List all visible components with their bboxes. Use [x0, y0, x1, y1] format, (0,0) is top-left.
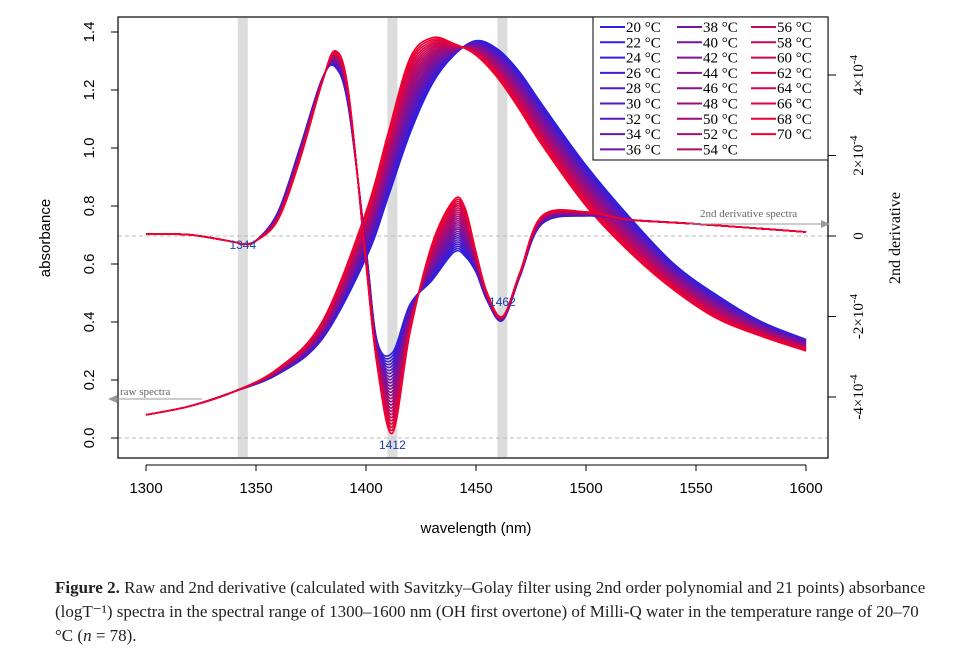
- caption-label: Figure 2.: [55, 578, 120, 597]
- x-axis-title: wavelength (nm): [420, 520, 532, 537]
- x-axis: 1300 1350 1400 1450 1500 1550 1600: [129, 464, 823, 497]
- y-axis-title: absorbance: [37, 199, 54, 277]
- y-tick-label: 0.8: [81, 196, 98, 217]
- y2-tick-exponent: -4: [848, 54, 860, 64]
- y2-tick-label: 2×10-4: [848, 135, 867, 176]
- legend: 20 °C22 °C24 °C26 °C28 °C30 °C32 °C34 °C…: [592, 16, 829, 161]
- caption-n-symbol: n: [83, 626, 92, 645]
- legend-label-26C: 26 °C: [626, 66, 661, 82]
- legend-label-50C: 50 °C: [703, 112, 738, 128]
- x-tick-label-1500: 1500: [569, 480, 602, 497]
- raw-annotation-label: raw spectra: [120, 386, 171, 398]
- figure-caption: Figure 2. Raw and 2nd derivative (calcul…: [55, 576, 935, 648]
- annotations: raw spectra 2nd derivative spectra: [108, 208, 830, 403]
- y2-tick-mantissa: -4×10: [851, 384, 867, 420]
- x-tick-label-1400: 1400: [349, 480, 382, 497]
- spectra-chart: 1300 1350 1400 1450 1500 1550 1600 0.00.20.40.…: [37, 16, 904, 537]
- y2-tick-exponent: -4: [848, 135, 860, 145]
- y-tick-label: 1.4: [81, 22, 98, 43]
- legend-box: [592, 16, 829, 161]
- y2-tick-mantissa: 0: [851, 232, 867, 240]
- legend-label-54C: 54 °C: [703, 142, 738, 158]
- peak-label-1462: 1462: [489, 295, 516, 309]
- raw-annotation-arrowhead: [108, 395, 117, 403]
- y2-axis-title: 2nd derivative: [887, 192, 904, 284]
- band-1344: [237, 18, 248, 457]
- derivative-annotation-label: 2nd derivative spectra: [700, 208, 797, 220]
- y-tick-label: 1.0: [81, 138, 98, 159]
- y-tick-label: 0.4: [81, 312, 98, 333]
- legend-label-68C: 68 °C: [777, 112, 812, 128]
- y-axis-right: -4×10-4-2×10-402×10-44×10-4: [827, 54, 867, 420]
- legend-label-52C: 52 °C: [703, 127, 738, 143]
- zero-reference-lines: [118, 235, 828, 439]
- legend-label-30C: 30 °C: [626, 97, 661, 113]
- legend-label-66C: 66 °C: [777, 97, 812, 113]
- legend-label-20C: 20 °C: [626, 20, 661, 36]
- legend-label-64C: 64 °C: [777, 81, 812, 97]
- derivative-spectra-series: [145, 50, 807, 435]
- raw-spectra-series: [145, 36, 807, 416]
- raw-series-70C: [145, 36, 807, 416]
- x-tick-label-1350: 1350: [239, 480, 272, 497]
- y2-tick-mantissa: 2×10: [851, 145, 867, 176]
- legend-label-62C: 62 °C: [777, 66, 812, 82]
- legend-label-42C: 42 °C: [703, 51, 738, 67]
- y-tick-label: 1.2: [81, 80, 98, 101]
- legend-label-46C: 46 °C: [703, 81, 738, 97]
- legend-label-36C: 36 °C: [626, 142, 661, 158]
- x-tick-label-1550: 1550: [679, 480, 712, 497]
- peak-labels: 1344 1412 1462: [229, 238, 516, 452]
- legend-label-32C: 32 °C: [626, 112, 661, 128]
- peak-label-1412: 1412: [379, 438, 406, 452]
- x-tick-label-1600: 1600: [789, 480, 822, 497]
- y2-tick-label: -2×10-4: [848, 293, 867, 339]
- peak-label-1344: 1344: [229, 238, 256, 252]
- legend-label-40C: 40 °C: [703, 35, 738, 51]
- derivative-annotation-arrowhead: [821, 220, 830, 228]
- y-tick-label: 0.0: [81, 428, 98, 449]
- legend-label-38C: 38 °C: [703, 20, 738, 36]
- legend-label-70C: 70 °C: [777, 127, 812, 143]
- legend-label-28C: 28 °C: [626, 81, 661, 97]
- x-tick-label-1450: 1450: [459, 480, 492, 497]
- y2-tick-mantissa: 4×10: [851, 64, 867, 95]
- y2-tick-label: 4×10-4: [848, 54, 867, 95]
- y2-tick-label: 0: [851, 232, 867, 240]
- x-tick-label-1300: 1300: [129, 480, 162, 497]
- y-tick-label: 0.6: [81, 254, 98, 275]
- legend-label-22C: 22 °C: [626, 35, 661, 51]
- legend-label-56C: 56 °C: [777, 20, 812, 36]
- legend-label-44C: 44 °C: [703, 66, 738, 82]
- y-axis-left: 0.0 0.2 0.4 0.6 0.8 1.0 1.2 1.4: [81, 22, 119, 449]
- highlight-bands: [237, 18, 508, 457]
- legend-label-34C: 34 °C: [626, 127, 661, 143]
- y-tick-label: 0.2: [81, 370, 98, 391]
- y2-tick-label: -4×10-4: [848, 374, 867, 420]
- legend-label-48C: 48 °C: [703, 97, 738, 113]
- band-1412: [387, 18, 398, 457]
- caption-text: Raw and 2nd derivative (calculated with …: [55, 578, 926, 645]
- caption-n-value: = 78).: [91, 626, 137, 645]
- legend-label-24C: 24 °C: [626, 51, 661, 67]
- legend-label-58C: 58 °C: [777, 35, 812, 51]
- y2-tick-mantissa: -2×10: [851, 303, 867, 339]
- y2-tick-exponent: -4: [848, 374, 860, 384]
- y2-tick-exponent: -4: [848, 293, 860, 303]
- derivative-series-70C: [145, 50, 807, 435]
- legend-label-60C: 60 °C: [777, 51, 812, 67]
- band-1462: [497, 18, 508, 457]
